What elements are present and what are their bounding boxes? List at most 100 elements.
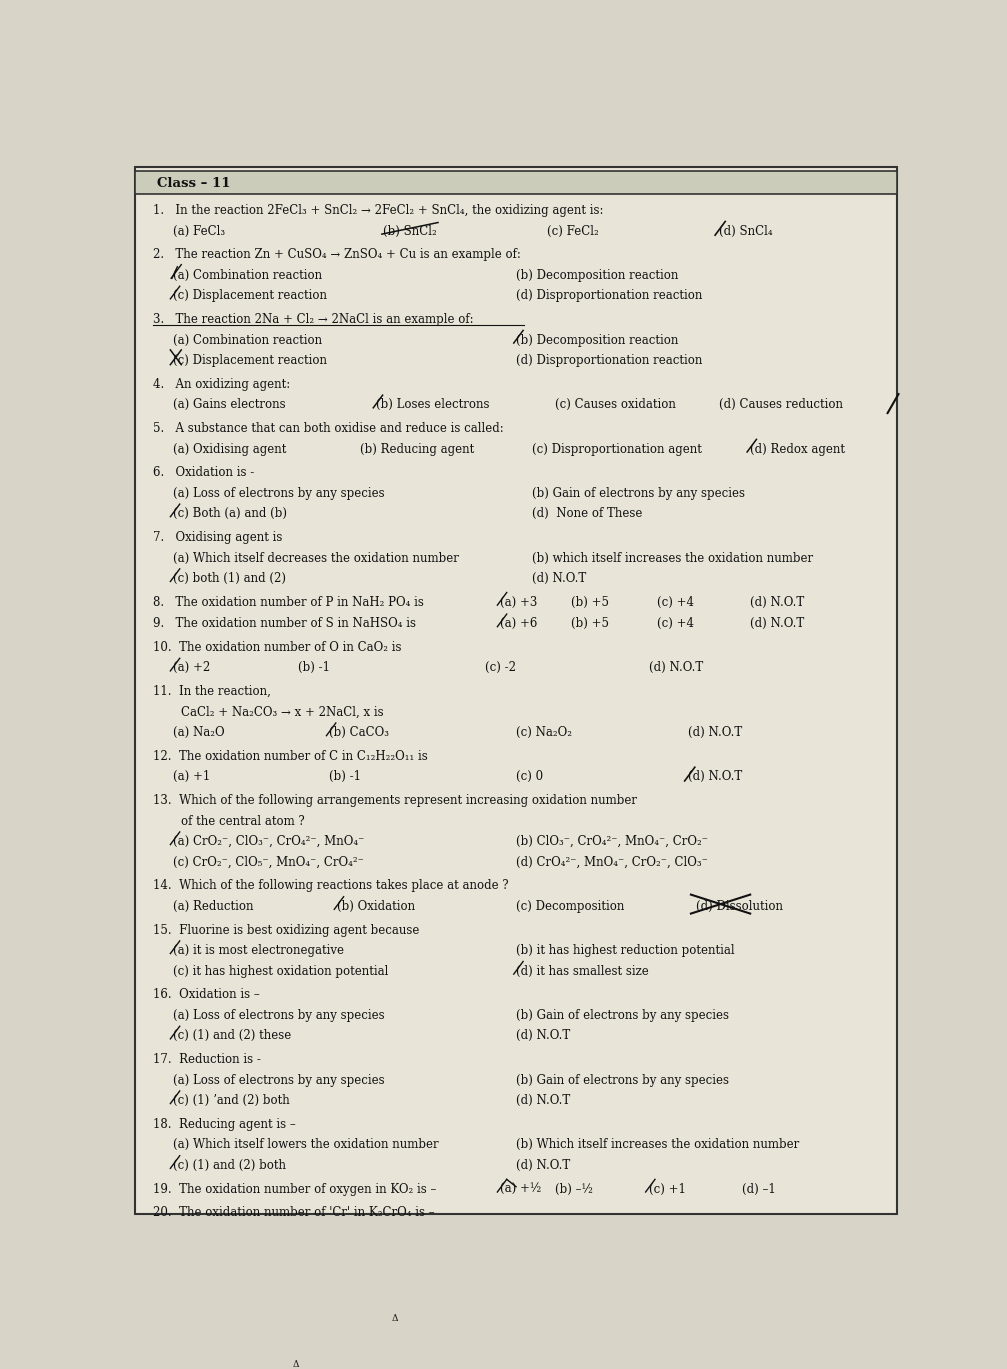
Text: (a) 7: (a) 7 [173, 1270, 200, 1284]
Text: (d) Causes reduction: (d) Causes reduction [719, 398, 843, 411]
Text: (b) –½: (b) –½ [555, 1183, 593, 1195]
Text: (a) +3: (a) +3 [500, 596, 538, 609]
Text: (d) –1: (d) –1 [617, 1227, 652, 1240]
Text: (a) +1: (a) +1 [173, 771, 209, 783]
Text: (b) -1: (b) -1 [328, 771, 361, 783]
Text: (b) Gain of electrons by any species: (b) Gain of electrons by any species [517, 1009, 729, 1021]
Text: (d)  None of These: (d) None of These [532, 508, 642, 520]
Text: (a) +6: (a) +6 [173, 1227, 210, 1240]
Text: (b) -1: (b) -1 [298, 661, 329, 675]
Text: 15.  Fluorine is best oxidizing agent because: 15. Fluorine is best oxidizing agent bec… [153, 924, 420, 936]
Text: (a) Which itself decreases the oxidation number: (a) Which itself decreases the oxidation… [173, 552, 458, 564]
Text: (b) SnCl₂: (b) SnCl₂ [384, 225, 437, 238]
Text: of the central atom ?: of the central atom ? [180, 815, 304, 828]
Text: (b) +5: (b) +5 [571, 596, 608, 609]
Text: (a) Decomposition reaction: (a) Decomposition reaction [173, 1340, 334, 1354]
Text: (a) Gains electrons: (a) Gains electrons [173, 398, 285, 411]
Text: 17.  Reduction is -: 17. Reduction is - [153, 1053, 261, 1066]
Text: (d) CrO₄²⁻, MnO₄⁻, CrO₂⁻, ClO₃⁻: (d) CrO₄²⁻, MnO₄⁻, CrO₂⁻, ClO₃⁻ [517, 856, 708, 869]
Text: (b) CaCO₃: (b) CaCO₃ [328, 726, 389, 739]
Text: CaCl₂ + Na₂CO₃ → x + 2NaCl, x is: CaCl₂ + Na₂CO₃ → x + 2NaCl, x is [180, 705, 383, 719]
Text: (d) N.O.T: (d) N.O.T [742, 1340, 797, 1354]
Text: (d) 4: (d) 4 [633, 1270, 662, 1284]
Text: (a) +2: (a) +2 [173, 661, 209, 675]
Text: Δ: Δ [392, 1314, 399, 1322]
Text: (c) CrO₂⁻, ClO₅⁻, MnO₄⁻, CrO₄²⁻: (c) CrO₂⁻, ClO₅⁻, MnO₄⁻, CrO₄²⁻ [173, 856, 364, 869]
Text: (d) N.O.T: (d) N.O.T [750, 596, 805, 609]
Text: (a) +½: (a) +½ [500, 1183, 542, 1195]
Text: (d) N.O.T: (d) N.O.T [688, 771, 742, 783]
Text: (d) Disproportionation reaction: (d) Disproportionation reaction [517, 355, 703, 367]
Text: (d) N.O.T: (d) N.O.T [750, 617, 805, 630]
Text: (b) which itself increases the oxidation number: (b) which itself increases the oxidation… [532, 552, 813, 564]
Text: (c) both (1) and (2): (c) both (1) and (2) [173, 572, 286, 585]
Text: (c) Displacement reaction: (c) Displacement reaction [173, 289, 326, 303]
Text: (d) it has smallest size: (d) it has smallest size [517, 965, 649, 977]
Text: 18.  Reducing agent is –: 18. Reducing agent is – [153, 1117, 296, 1131]
Text: 19.  The oxidation number of oxygen in KO₂ is –: 19. The oxidation number of oxygen in KO… [153, 1183, 437, 1195]
Text: (d) –1: (d) –1 [742, 1183, 776, 1195]
Text: (c) (1) ʼand (2) both: (c) (1) ʼand (2) both [173, 1094, 289, 1108]
Text: (a) Reduction: (a) Reduction [173, 899, 253, 913]
Text: (c) (1) and (2) both: (c) (1) and (2) both [173, 1160, 286, 1172]
Text: (c) +7: (c) +7 [688, 1295, 725, 1307]
Text: 6.   Oxidation is -: 6. Oxidation is - [153, 467, 255, 479]
Text: 4.   An oxidizing agent:: 4. An oxidizing agent: [153, 378, 290, 390]
Text: (c) Both (a) and (b): (c) Both (a) and (b) [173, 508, 287, 520]
Text: (b) Reducing agent: (b) Reducing agent [361, 442, 474, 456]
FancyBboxPatch shape [135, 167, 897, 1214]
Text: (a) +3: (a) +3 [500, 1295, 538, 1307]
Text: (a) Which itself lowers the oxidation number: (a) Which itself lowers the oxidation nu… [173, 1138, 438, 1151]
Text: (c) Displacement reaction: (c) Displacement reaction [578, 1340, 732, 1354]
Text: (d) N.O.T: (d) N.O.T [649, 661, 703, 675]
Text: (a) Combination reaction: (a) Combination reaction [173, 334, 322, 346]
Text: (b) Loses electrons: (b) Loses electrons [376, 398, 489, 411]
Text: 12.  The oxidation number of C in C₁₂H₂₂O₁₁ is: 12. The oxidation number of C in C₁₂H₂₂O… [153, 750, 428, 763]
Text: 7.   Oxidising agent is: 7. Oxidising agent is [153, 531, 283, 543]
Text: 22.  What is oxidation number of chlorine in HClO₄: 22. What is oxidation number of chlorine… [153, 1295, 457, 1307]
Text: (b) it has highest reduction potential: (b) it has highest reduction potential [517, 945, 735, 957]
Text: (a) Loss of electrons by any species: (a) Loss of electrons by any species [173, 1073, 385, 1087]
Text: 24.  2H₂O (l) → 2H₂ (g) + O₂ (g) is –: 24. 2H₂O (l) → 2H₂ (g) + O₂ (g) is – [153, 1366, 364, 1369]
Text: (b) ClO₃⁻, CrO₄²⁻, MnO₄⁻, CrO₂⁻: (b) ClO₃⁻, CrO₄²⁻, MnO₄⁻, CrO₂⁻ [517, 835, 708, 849]
Text: 10.  The oxidation number of O in CaO₂ is: 10. The oxidation number of O in CaO₂ is [153, 641, 402, 654]
Text: (d) Disproportionation reaction: (d) Disproportionation reaction [517, 289, 703, 303]
Text: (d) N.O.T: (d) N.O.T [517, 1029, 570, 1042]
Text: (a) Loss of electrons by any species: (a) Loss of electrons by any species [173, 1009, 385, 1021]
Text: (c) +1: (c) +1 [461, 1227, 498, 1240]
Text: (d) SnCl₄: (d) SnCl₄ [719, 225, 772, 238]
Text: 14.  Which of the following reactions takes place at anode ?: 14. Which of the following reactions tak… [153, 879, 509, 893]
Text: (c) +4: (c) +4 [657, 596, 694, 609]
Text: (c) Disproportionation agent: (c) Disproportionation agent [532, 442, 702, 456]
Text: (b) Oxidation: (b) Oxidation [336, 899, 415, 913]
Text: (c) Decomposition: (c) Decomposition [517, 899, 624, 913]
Text: (d) Dissolution: (d) Dissolution [696, 899, 782, 913]
Text: (c) +1: (c) +1 [649, 1183, 686, 1195]
Text: 20.  The oxidation number of 'Cr' in K₂CrO₄ is –: 20. The oxidation number of 'Cr' in K₂Cr… [153, 1206, 435, 1220]
Text: (b) +5: (b) +5 [594, 1295, 632, 1307]
Text: (c) (1) and (2) these: (c) (1) and (2) these [173, 1029, 291, 1042]
Text: (c) it has highest oxidation potential: (c) it has highest oxidation potential [173, 965, 388, 977]
Text: Δ: Δ [293, 1361, 299, 1369]
Text: (d) +8: (d) +8 [765, 1295, 804, 1307]
Text: 1.   In the reaction 2FeCl₃ + SnCl₂ → 2FeCl₂ + SnCl₄, the oxidizing agent is:: 1. In the reaction 2FeCl₃ + SnCl₂ → 2FeC… [153, 204, 603, 218]
Text: 9.   The oxidation number of S in NaHSO₄ is: 9. The oxidation number of S in NaHSO₄ i… [153, 617, 416, 630]
Text: 21.  Oxidation state of 'Mn' in KMnO₄ is –: 21. Oxidation state of 'Mn' in KMnO₄ is … [153, 1250, 399, 1264]
Text: (c) Displacement reaction: (c) Displacement reaction [173, 355, 326, 367]
Text: (b) Decomposition reaction: (b) Decomposition reaction [517, 268, 679, 282]
Text: 8.   The oxidation number of P in NaH₂ PO₄ is: 8. The oxidation number of P in NaH₂ PO₄… [153, 596, 424, 609]
Text: 2.   The reaction Zn + CuSO₄ → ZnSO₄ + Cu is an example of:: 2. The reaction Zn + CuSO₄ → ZnSO₄ + Cu … [153, 248, 521, 261]
Text: 11.  In the reaction,: 11. In the reaction, [153, 684, 271, 698]
Text: (d) N.O.T: (d) N.O.T [517, 1094, 570, 1108]
Text: (a) Oxidising agent: (a) Oxidising agent [173, 442, 286, 456]
Text: 5.   A substance that can both oxidise and reduce is called:: 5. A substance that can both oxidise and… [153, 422, 504, 435]
Text: (d) N.O.T: (d) N.O.T [517, 1160, 570, 1172]
Text: (d) N.O.T: (d) N.O.T [688, 726, 742, 739]
Text: (b) Combination reaction: (b) Combination reaction [384, 1340, 533, 1354]
Text: (a) Combination reaction: (a) Combination reaction [173, 268, 322, 282]
Text: (c) Na₂O₂: (c) Na₂O₂ [517, 726, 572, 739]
Text: Class – 11: Class – 11 [157, 177, 231, 190]
Text: (b) 6: (b) 6 [321, 1270, 349, 1284]
Text: (d) Redox agent: (d) Redox agent [750, 442, 845, 456]
Text: (c) 5: (c) 5 [500, 1270, 528, 1284]
